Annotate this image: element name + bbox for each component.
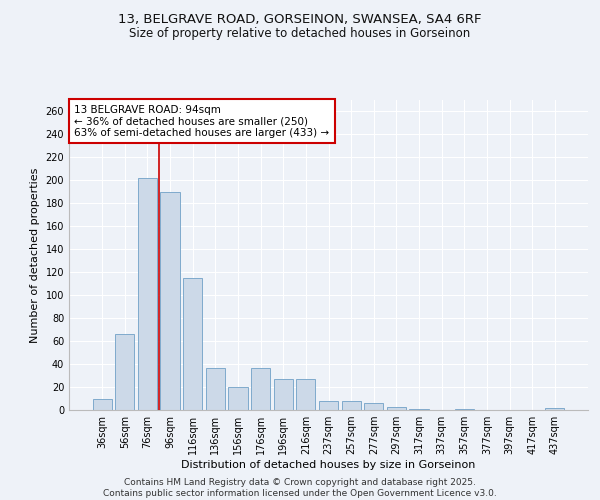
Y-axis label: Number of detached properties: Number of detached properties: [30, 168, 40, 342]
Text: 13 BELGRAVE ROAD: 94sqm
← 36% of detached houses are smaller (250)
63% of semi-d: 13 BELGRAVE ROAD: 94sqm ← 36% of detache…: [74, 104, 329, 138]
Bar: [183, 278, 202, 410]
Bar: [138, 178, 157, 410]
Bar: [545, 408, 565, 410]
Bar: [319, 401, 338, 410]
Bar: [251, 368, 270, 410]
Bar: [274, 379, 293, 410]
Bar: [364, 403, 383, 410]
Bar: [206, 368, 225, 410]
Text: 13, BELGRAVE ROAD, GORSEINON, SWANSEA, SA4 6RF: 13, BELGRAVE ROAD, GORSEINON, SWANSEA, S…: [118, 12, 482, 26]
Text: Contains HM Land Registry data © Crown copyright and database right 2025.
Contai: Contains HM Land Registry data © Crown c…: [103, 478, 497, 498]
Bar: [160, 192, 180, 410]
Bar: [387, 406, 406, 410]
Bar: [296, 379, 316, 410]
Bar: [341, 401, 361, 410]
Bar: [409, 409, 428, 410]
Bar: [229, 387, 248, 410]
Bar: [455, 409, 474, 410]
X-axis label: Distribution of detached houses by size in Gorseinon: Distribution of detached houses by size …: [181, 460, 476, 470]
Bar: [92, 398, 112, 410]
Bar: [115, 334, 134, 410]
Text: Size of property relative to detached houses in Gorseinon: Size of property relative to detached ho…: [130, 28, 470, 40]
